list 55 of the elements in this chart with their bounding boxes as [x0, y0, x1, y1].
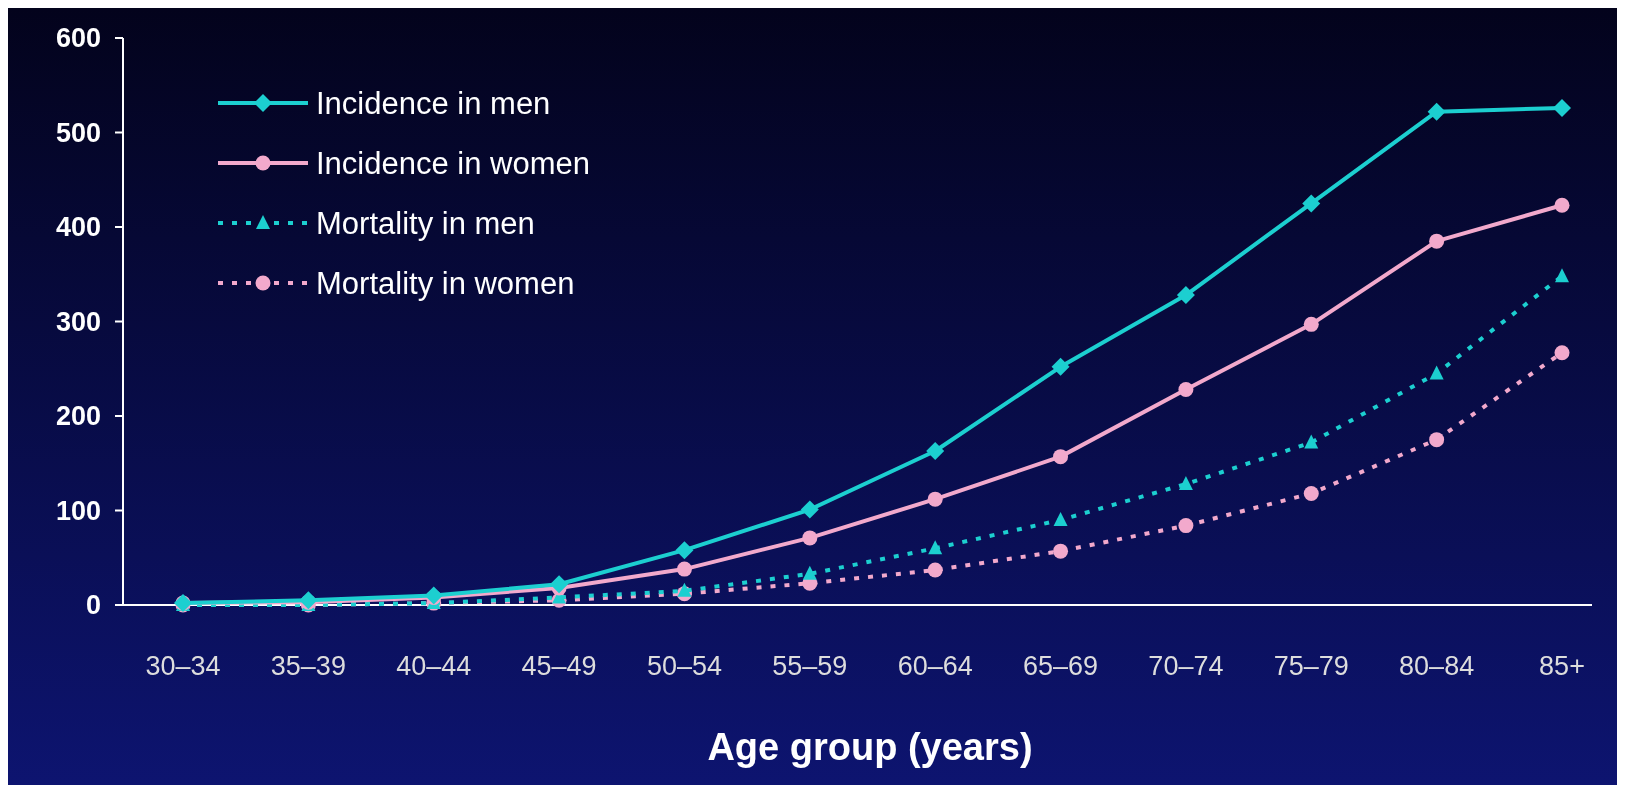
- point: [1303, 316, 1319, 332]
- y-tick-label: 400: [55, 212, 101, 243]
- point: [802, 530, 818, 546]
- point: [1429, 233, 1445, 249]
- x-tick-label: 45–49: [521, 651, 597, 681]
- point: [1302, 194, 1321, 213]
- y-tick-label: 200: [55, 401, 101, 432]
- point: [1555, 268, 1569, 283]
- point: [1053, 511, 1068, 526]
- y-tick-label: 0: [85, 590, 101, 621]
- point: [1176, 286, 1195, 305]
- point: [926, 441, 945, 460]
- x-tick-label: 75–79: [1273, 651, 1349, 681]
- x-tick-label: 30–34: [145, 651, 221, 681]
- point: [1553, 98, 1571, 117]
- legend-label: Incidence in men: [316, 85, 551, 121]
- point: [1554, 197, 1570, 213]
- legend-label: Mortality in women: [316, 265, 575, 301]
- x-tick-label: 85+: [1539, 651, 1585, 681]
- x-tick-label: 50–54: [646, 651, 722, 681]
- point: [677, 582, 692, 597]
- point: [928, 540, 943, 555]
- x-tick-label: 55–59: [772, 651, 848, 681]
- y-tick-label: 300: [55, 306, 101, 337]
- point: [675, 541, 694, 560]
- point: [1053, 449, 1069, 465]
- point: [1304, 434, 1319, 449]
- point: [1178, 382, 1194, 398]
- point: [1427, 102, 1446, 121]
- point: [1051, 357, 1070, 376]
- point: [1429, 365, 1444, 380]
- y-tick-label: 500: [55, 117, 101, 148]
- point: [927, 491, 943, 507]
- x-tick-label: 65–69: [1023, 651, 1099, 681]
- point: [1429, 432, 1445, 448]
- legend-label: Mortality in men: [316, 205, 535, 241]
- point: [676, 561, 692, 577]
- legend-label: Incidence in women: [316, 145, 590, 181]
- point: [802, 565, 817, 580]
- y-tick-label: 600: [55, 23, 101, 54]
- point: [1303, 485, 1319, 501]
- x-axis-title: Age group (years): [707, 726, 1033, 768]
- point: [800, 500, 819, 519]
- point: [550, 575, 569, 594]
- point: [927, 562, 943, 578]
- x-tick-label: 35–39: [270, 651, 346, 681]
- point: [1178, 476, 1193, 491]
- point: [1178, 518, 1194, 534]
- x-tick-label: 40–44: [396, 651, 472, 681]
- x-tick-label: 70–74: [1148, 651, 1224, 681]
- point: [1053, 543, 1069, 559]
- point: [1554, 345, 1570, 361]
- x-tick-label: 80–84: [1399, 651, 1475, 681]
- x-tick-label: 60–64: [897, 651, 973, 681]
- y-tick-label: 100: [55, 495, 101, 526]
